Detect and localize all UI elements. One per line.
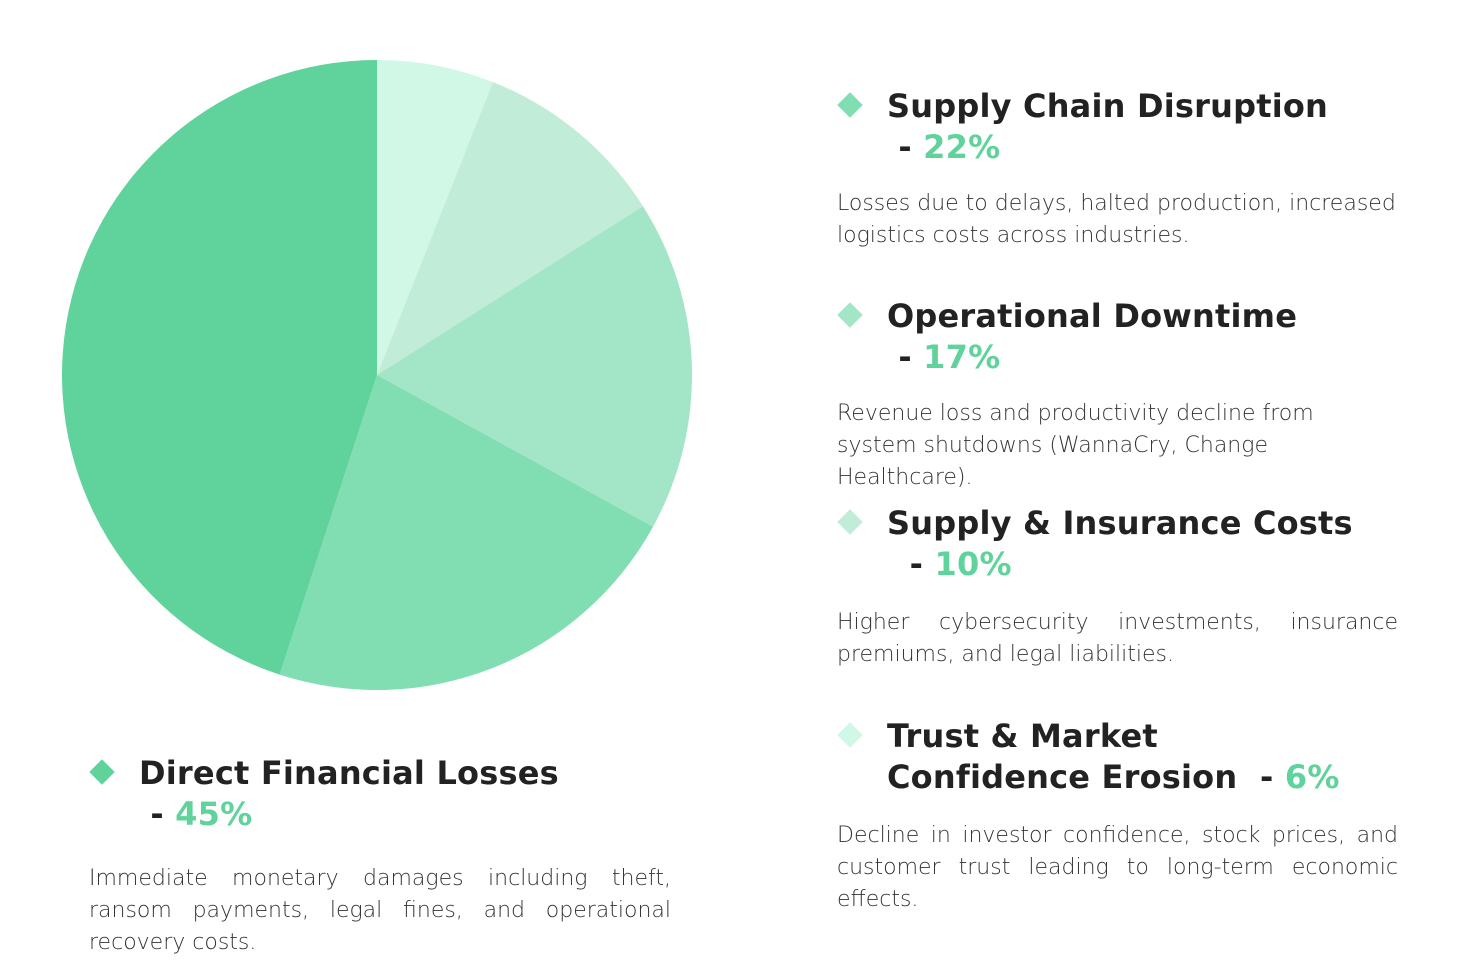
separator: - xyxy=(887,545,935,583)
legend-percent: 22% xyxy=(923,128,1001,166)
legend-direct-financial: Direct Financial Losses - 45% Immediate … xyxy=(89,753,671,959)
pie-slice-trust-market-confidence-erosion xyxy=(377,60,493,375)
legend-description: Immediate monetary damages including the… xyxy=(89,866,671,955)
pie-slice-supply-chain-disruption xyxy=(279,375,654,691)
legend-heading: Direct Financial Losses - 45% xyxy=(89,753,671,835)
legend-percent: 6% xyxy=(1284,758,1340,796)
legend-title-line1: Trust & Market xyxy=(887,717,1158,755)
separator: - xyxy=(1237,758,1285,796)
legend-heading: Supply Chain Disruption - 22% xyxy=(837,86,1398,168)
legend-heading: Supply & Insurance Costs - 10% xyxy=(837,503,1398,585)
legend-heading: Trust & Market Confidence Erosion - 6% xyxy=(837,716,1398,798)
legend-heading: Operational Downtime - 17% xyxy=(837,296,1398,378)
legend-description: Losses due to delays, halted production,… xyxy=(837,191,1396,248)
legend-title: Direct Financial Losses xyxy=(139,754,559,792)
legend-title: Supply & Insurance Costs xyxy=(887,504,1353,542)
separator: - xyxy=(139,795,176,833)
pie-slice-supply-insurance-costs xyxy=(377,82,643,375)
legend-percent: 10% xyxy=(934,545,1012,583)
legend-supply-insurance: Supply & Insurance Costs - 10% Higher cy… xyxy=(837,503,1398,671)
diamond-icon xyxy=(837,92,863,118)
pie-slice-operational-downtime xyxy=(377,206,692,527)
legend-title: Operational Downtime xyxy=(887,297,1298,335)
diamond-icon xyxy=(837,722,863,748)
diamond-icon xyxy=(837,509,863,535)
diamond-icon xyxy=(89,759,115,785)
pie-slice-direct-financial-losses xyxy=(61,60,378,675)
legend-title-line2: Confidence Erosion xyxy=(887,758,1238,796)
legend-operational-downtime: Operational Downtime - 17% Revenue loss … xyxy=(837,296,1398,494)
legend-trust-erosion: Trust & Market Confidence Erosion - 6% De… xyxy=(837,716,1398,916)
legend-description: Decline in investor confidence, stock pr… xyxy=(837,823,1398,912)
separator: - xyxy=(887,128,924,166)
legend-description: Higher cybersecurity investments, insura… xyxy=(837,610,1398,667)
diamond-icon xyxy=(837,302,863,328)
legend-percent: 45% xyxy=(175,795,253,833)
legend-supply-chain: Supply Chain Disruption - 22% Losses due… xyxy=(837,86,1398,252)
separator: - xyxy=(887,338,924,376)
pie-chart xyxy=(61,60,692,691)
legend-description: Revenue loss and productivity decline fr… xyxy=(837,401,1314,490)
legend-percent: 17% xyxy=(923,338,1001,376)
legend-title: Supply Chain Disruption xyxy=(887,87,1329,125)
